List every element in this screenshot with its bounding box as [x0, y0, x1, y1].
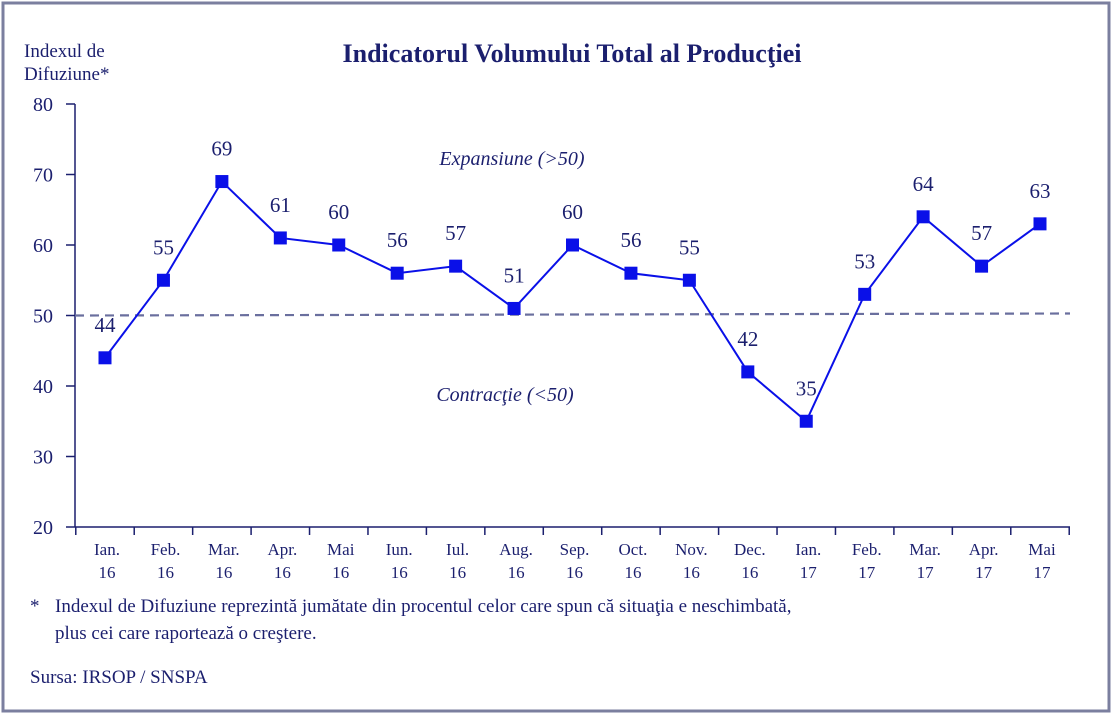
x-tick-label-year: 16 [391, 563, 408, 582]
x-tick-label-year: 16 [741, 563, 758, 582]
data-point-marker [624, 266, 638, 280]
source-note: Sursa: IRSOP / SNSPA [30, 667, 208, 688]
y-axis-label-line1: Indexul de [24, 41, 105, 62]
x-tick-label-year: 16 [99, 563, 116, 582]
chart-title: Indicatorul Volumului Total al Producţie… [343, 39, 802, 68]
footnote-line2: plus cei care raportează o creştere. [55, 623, 317, 644]
x-tick-label-year: 17 [1034, 563, 1052, 582]
data-point-marker [156, 273, 170, 287]
data-point-marker [215, 175, 229, 189]
data-point-marker [507, 301, 521, 315]
data-value-label: 56 [387, 228, 408, 252]
x-tick-label-month: Iul. [446, 540, 469, 559]
data-value-label: 61 [270, 193, 291, 217]
data-value-label: 57 [971, 221, 992, 245]
x-tick-label-month: Feb. [852, 540, 882, 559]
x-tick-label-month: Mai [1028, 540, 1056, 559]
x-axis-ticks: Ian. 16 Feb. 16 Mar. 16 Apr. 16 Mai 16 Iun. 16 Iul. 1… [75, 527, 1070, 582]
data-point-marker [1033, 217, 1047, 231]
x-tick-label-month: Mar. [208, 540, 240, 559]
data-point-marker [332, 238, 346, 252]
data-point-marker [273, 231, 287, 245]
x-tick-label-year: 16 [683, 563, 700, 582]
data-value-label: 60 [328, 200, 349, 224]
data-value-label: 35 [796, 376, 817, 400]
data-value-label: 51 [504, 263, 525, 287]
data-point-marker [566, 238, 579, 252]
x-tick-label-year: 16 [508, 563, 525, 582]
y-tick-label: 80 [33, 94, 53, 116]
x-tick-label-year: 16 [449, 563, 466, 582]
x-tick-label-year: 16 [624, 563, 641, 582]
data-point-marker [858, 287, 872, 301]
x-tick-label-month: Mai [327, 540, 355, 559]
data-point-marker [916, 210, 930, 224]
y-tick-label: 20 [33, 517, 53, 539]
y-tick-label: 30 [33, 447, 53, 469]
x-tick-label-month: Ian. [94, 540, 120, 559]
data-value-label: 42 [737, 327, 758, 351]
x-tick-label-year: 17 [858, 563, 876, 582]
y-axis-ticks: 20 30 40 50 60 70 80 [33, 94, 75, 539]
data-value-label: 63 [1030, 179, 1051, 203]
data-value-label: 53 [854, 249, 875, 273]
y-tick-label: 40 [33, 376, 53, 398]
data-value-label: 55 [153, 235, 174, 259]
data-point-marker [741, 365, 755, 379]
x-tick-label-month: Aug. [499, 540, 533, 559]
x-tick-label-year: 17 [917, 563, 935, 582]
data-point-marker [975, 259, 989, 273]
data-point-marker [449, 259, 463, 273]
expansion-annotation: Expansiune (>50) [438, 148, 584, 170]
y-tick-label: 60 [33, 235, 53, 257]
y-tick-label: 70 [33, 165, 53, 187]
x-tick-label-month: Apr. [969, 540, 999, 559]
data-value-label: 56 [620, 228, 641, 252]
x-tick-label-year: 17 [800, 563, 818, 582]
data-value-label: 57 [445, 221, 466, 245]
x-tick-label-month: Feb. [151, 540, 181, 559]
data-value-label: 64 [913, 172, 935, 196]
data-value-label: 44 [95, 313, 117, 337]
x-tick-label-year: 16 [215, 563, 232, 582]
x-tick-label-year: 16 [566, 563, 583, 582]
x-tick-label-year: 17 [975, 563, 993, 582]
data-point-marker [390, 266, 404, 280]
x-tick-label-year: 16 [157, 563, 174, 582]
x-tick-label-year: 16 [332, 563, 349, 582]
x-tick-label-month: Sep. [560, 540, 590, 559]
data-value-label: 69 [211, 137, 232, 161]
data-point-marker [799, 414, 813, 428]
data-value-label: 55 [679, 235, 700, 259]
data-point-marker [682, 273, 696, 287]
x-tick-label-month: Oct. [619, 540, 648, 559]
y-axis-label-line2: Difuziune* [24, 64, 109, 85]
footnote-line1: Indexul de Difuziune reprezintă jumătate… [55, 596, 791, 617]
reference-line-50 [74, 312, 1071, 317]
data-value-label: 60 [562, 200, 583, 224]
data-point-marker [98, 351, 112, 365]
data-markers [98, 175, 1047, 428]
contraction-annotation: Contracţie (<50) [436, 384, 574, 406]
x-tick-label-month: Iun. [386, 540, 413, 559]
x-tick-label-year: 16 [274, 563, 291, 582]
x-tick-label-month: Apr. [267, 540, 297, 559]
footnote-marker: * [30, 596, 40, 617]
x-tick-label-month: Nov. [675, 540, 707, 559]
y-tick-label: 50 [33, 306, 53, 328]
x-tick-label-month: Ian. [795, 540, 821, 559]
data-labels: 44 55 69 61 60 56 57 51 60 56 55 42 35 53 64 57 63 [95, 137, 1051, 401]
x-tick-label-month: Dec. [734, 540, 766, 559]
x-tick-label-month: Mar. [909, 540, 941, 559]
